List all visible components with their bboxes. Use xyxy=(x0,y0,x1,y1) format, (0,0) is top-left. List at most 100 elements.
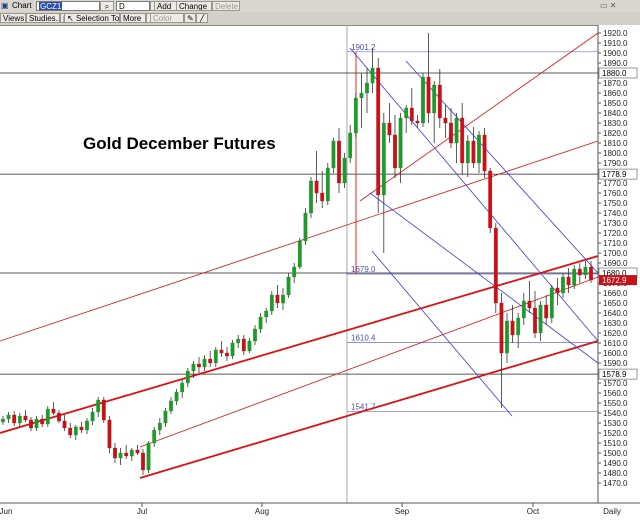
candle-body xyxy=(376,67,381,196)
price-chart[interactable]: 1901.2 1679.0 1610.4 1541.7 1470.01480.0149… xyxy=(0,25,640,522)
candle-body xyxy=(230,342,235,357)
candle-body xyxy=(370,67,375,84)
blue-channel-upper-line xyxy=(349,47,599,342)
fib-level-label: 1541.7 xyxy=(351,402,376,411)
candle-body xyxy=(57,412,61,422)
candle-body xyxy=(124,452,129,457)
window-controls[interactable]: ▭ ✕ xyxy=(600,1,617,10)
y-tick-label: 1740.0 xyxy=(603,209,628,218)
y-tick-label: 1650.0 xyxy=(603,299,628,308)
candle-body xyxy=(264,310,269,318)
candle-body xyxy=(449,122,453,144)
more-button[interactable]: More xyxy=(120,13,146,23)
y-tick-label: 1550.0 xyxy=(603,399,628,408)
candle-body xyxy=(577,268,582,276)
candle-body xyxy=(79,426,84,431)
selection-tool-button[interactable]: ↖ Selection Tool xyxy=(64,13,120,23)
x-tick-label: Jul xyxy=(137,507,147,516)
candle-body xyxy=(236,338,241,344)
chart-area[interactable]: 1901.2 1679.0 1610.4 1541.7 1470.0 1480.0 149… xyxy=(0,25,640,522)
y-tick-label: 1690.0 xyxy=(603,259,628,268)
views-button[interactable]: Views xyxy=(0,13,26,23)
y-tick-label: 1490.0 xyxy=(603,459,628,468)
candle-body xyxy=(241,338,246,352)
candle-body xyxy=(169,400,173,412)
y-tick-label: 1600.0 xyxy=(603,349,628,358)
candle-body xyxy=(561,276,565,294)
pen-icon[interactable]: ✎ xyxy=(184,13,196,23)
chart-label: Chart xyxy=(12,1,32,10)
candle-body xyxy=(314,180,319,194)
search-icon[interactable]: ⌕ xyxy=(100,1,114,11)
y-tick-label: 1620.0 xyxy=(603,329,628,338)
candle-body xyxy=(90,411,95,422)
candle-body xyxy=(510,320,515,336)
y-tick-label: 1470.0 xyxy=(603,479,628,488)
candle-body xyxy=(443,117,448,124)
last-price-box xyxy=(599,275,637,286)
x-tick-label: Jun xyxy=(0,507,12,516)
x-tick-label: Sep xyxy=(395,507,410,516)
candle-body xyxy=(460,117,465,164)
y-tick-label: 1530.0 xyxy=(603,419,628,428)
blue-channel-mid-line xyxy=(369,192,599,364)
fib-level-label: 1679.0 xyxy=(351,265,376,274)
interval-value: D xyxy=(119,2,125,11)
last-price-label: 1672.9 xyxy=(602,276,627,285)
symbol-input[interactable]: GCZ1 xyxy=(36,1,100,11)
level-label: 1680.0 xyxy=(602,269,627,278)
candle-body xyxy=(409,107,414,122)
candle-body xyxy=(465,140,470,164)
interval-select[interactable]: D xyxy=(116,1,150,11)
candle-body xyxy=(533,307,537,334)
studies-button[interactable]: Studies... xyxy=(26,13,60,23)
candle-body xyxy=(521,300,526,319)
change-button[interactable]: Change xyxy=(176,1,212,11)
level-label-box xyxy=(598,67,638,79)
y-tick-label: 1750.0 xyxy=(603,199,628,208)
candle-body xyxy=(6,414,11,420)
candle-body xyxy=(219,349,224,354)
candle-body xyxy=(398,117,403,169)
y-tick-label: 1890.0 xyxy=(603,59,628,68)
candle-body xyxy=(73,426,78,436)
line-icon[interactable]: ╱ xyxy=(196,13,208,23)
candle-body xyxy=(34,418,39,429)
chart-icon: ▣ xyxy=(1,1,9,10)
candle-body xyxy=(589,266,593,281)
candle-body xyxy=(29,419,33,429)
candle-body xyxy=(454,117,459,144)
delete-button[interactable]: Delete xyxy=(212,1,240,11)
y-tick-label: 1820.0 xyxy=(603,129,628,138)
candle-body xyxy=(269,294,274,312)
candle-body xyxy=(174,391,179,402)
candle-body xyxy=(180,382,185,393)
delete-label: Delete xyxy=(215,2,239,11)
level-label-box xyxy=(598,168,638,180)
color-button[interactable]: Color xyxy=(150,13,184,23)
x-tick-label: Oct xyxy=(527,507,540,516)
candle-body xyxy=(157,422,162,431)
more-label: More xyxy=(123,14,142,23)
selection-tool-label: Selection Tool xyxy=(75,14,120,23)
candle-body xyxy=(482,134,487,172)
candle-body xyxy=(141,452,145,471)
level-label-box xyxy=(598,368,638,380)
candle-body xyxy=(146,442,151,471)
y-tick-label: 1840.0 xyxy=(603,109,628,118)
candle-body xyxy=(566,276,571,286)
change-label: Change xyxy=(179,2,208,11)
y-tick-label: 1810.0 xyxy=(603,139,628,148)
candle-body xyxy=(185,370,190,384)
y-tick-label: 1710.0 xyxy=(603,239,628,248)
candle-body xyxy=(129,449,134,457)
blue-channel-lower-line xyxy=(371,250,513,417)
candle-body xyxy=(197,363,201,368)
candle-body xyxy=(292,266,297,278)
candle-body xyxy=(118,452,123,459)
candle-body xyxy=(68,427,73,436)
studies-label: Studies... xyxy=(29,14,60,23)
y-tick-label: 1510.0 xyxy=(603,439,628,448)
candle-body xyxy=(353,97,358,134)
x-tick-label: Aug xyxy=(255,507,269,516)
